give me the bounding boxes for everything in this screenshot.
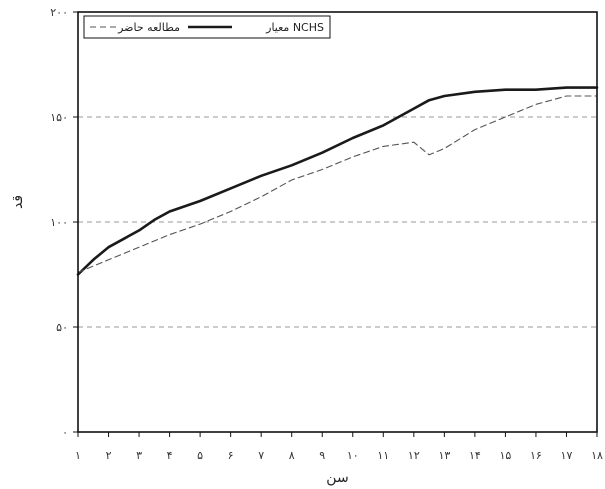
x-tick-label-17: ۱۸ [591,449,603,462]
x-tick-label-2: ۳ [136,449,142,462]
x-tick-label-3: ۴ [167,449,173,462]
x-tick-label-7: ۸ [289,449,295,462]
y-tick-label-4: ۲۰۰ [50,6,68,19]
x-tick-label-16: ۱۷ [561,449,573,462]
x-tick-label-9: ۱۰ [347,449,359,462]
legend-label-nchs: معیار NCHS [265,21,324,34]
x-axis-label: سن [326,470,348,486]
legend-label-present-study: مطالعه حاضر [117,21,180,34]
x-tick-label-10: ۱۱ [377,449,389,462]
y-tick-label-3: ۱۵۰ [50,111,68,124]
series-line-0 [76,86,599,276]
series-line-1 [77,95,598,273]
legend: معیار NCHS مطالعه حاضر [83,15,331,39]
x-tick-label-12: ۱۳ [438,449,450,462]
x-tick-label-1: ۲ [106,449,112,462]
y-tick-label-1: ۵۰ [56,321,68,334]
x-tick-label-5: ۶ [228,449,234,462]
x-axis-ticks: ۱ ۲ ۳ ۴ ۵ ۶ ۷ ۸ ۹ ۱۰ ۱۱ ۱۲ ۱۳ ۱۴ ۱۵ ۱۶ ۱۷ ۱۸ [75,432,603,462]
grid-lines [78,116,597,328]
x-tick-label-0: ۱ [75,449,81,462]
x-tick-label-11: ۱۲ [408,449,420,462]
y-axis-ticks: ۰ ۵۰ ۱۰۰ ۱۵۰ ۲۰۰ [50,6,78,439]
x-tick-label-13: ۱۴ [469,449,481,462]
y-tick-label-0: ۰ [62,426,68,439]
x-tick-label-15: ۱۶ [530,449,542,462]
y-axis-label: قد [10,195,26,209]
x-tick-label-8: ۹ [319,449,325,462]
y-tick-label-2: ۱۰۰ [50,216,68,229]
series-lines [76,86,599,276]
x-tick-label-6: ۷ [258,449,264,462]
x-tick-label-14: ۱۵ [499,449,511,462]
x-tick-label-4: ۵ [197,449,203,462]
